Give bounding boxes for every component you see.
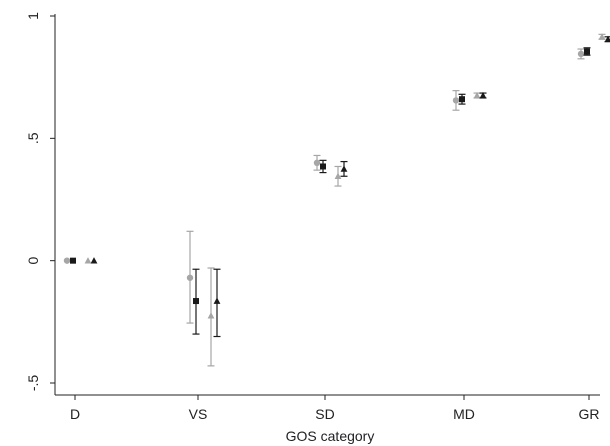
data-point bbox=[207, 312, 215, 319]
data-point bbox=[479, 91, 487, 99]
data-point bbox=[584, 48, 590, 55]
data-point bbox=[84, 257, 92, 264]
data-point bbox=[577, 50, 585, 58]
data-point bbox=[193, 298, 199, 305]
data-point bbox=[213, 297, 221, 304]
x-tick-label: VS bbox=[189, 406, 208, 422]
plot-area bbox=[63, 33, 610, 367]
series-3 bbox=[84, 33, 606, 367]
data-point bbox=[473, 91, 481, 99]
x-tick-label: SD bbox=[315, 406, 334, 422]
y-tick-label: 0 bbox=[25, 257, 41, 265]
data-point bbox=[452, 97, 460, 104]
data-point bbox=[63, 257, 71, 264]
data-point bbox=[320, 163, 326, 170]
x-tick-label: MD bbox=[453, 406, 475, 422]
y-tick-label: -.5 bbox=[25, 375, 41, 392]
data-point bbox=[340, 165, 348, 172]
data-point bbox=[90, 257, 98, 264]
series-2 bbox=[70, 47, 591, 335]
y-tick-label: 1 bbox=[25, 12, 41, 20]
data-point bbox=[604, 35, 610, 43]
x-tick-label: GR bbox=[579, 406, 600, 422]
y-tick-label: .5 bbox=[25, 132, 41, 144]
series-1 bbox=[63, 48, 585, 324]
data-point bbox=[598, 33, 606, 40]
data-point bbox=[313, 159, 321, 166]
x-axis-title: GOS category bbox=[286, 428, 375, 444]
series-4 bbox=[90, 35, 610, 338]
x-tick-label: D bbox=[70, 406, 80, 422]
axes: 1 .5 0 -.5 D VS SD MD GR bbox=[25, 12, 600, 422]
data-point bbox=[186, 274, 194, 281]
data-point bbox=[70, 257, 76, 264]
data-point bbox=[334, 172, 342, 180]
data-point bbox=[459, 96, 465, 103]
